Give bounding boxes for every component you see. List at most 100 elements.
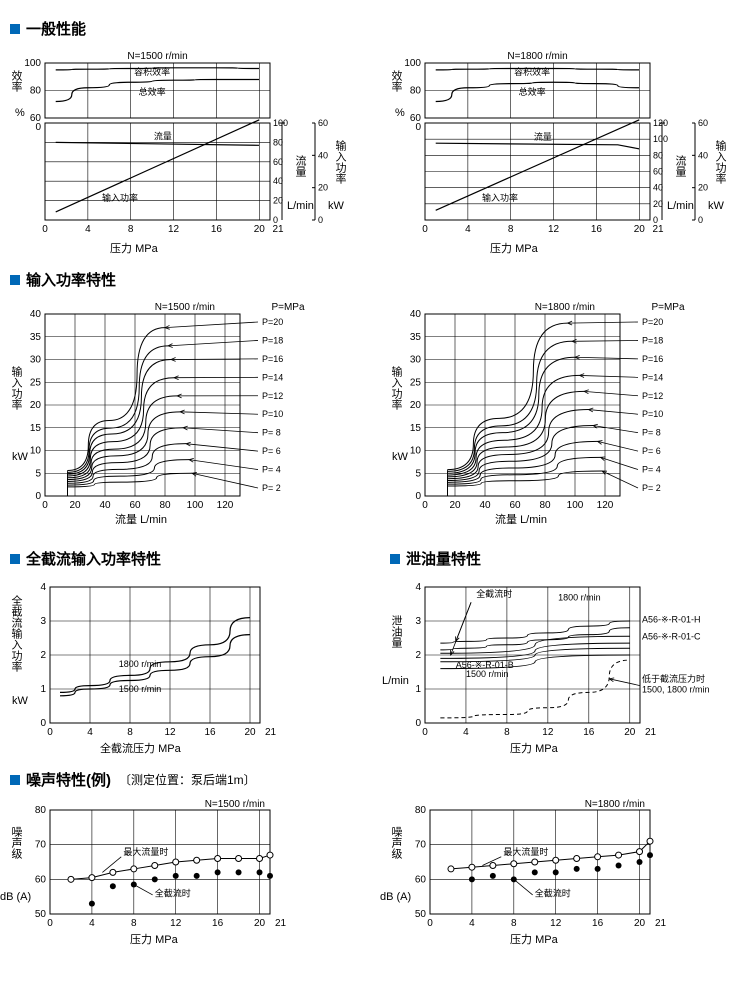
- svg-text:P=14: P=14: [642, 372, 663, 382]
- ns-x-unit-r: MPa: [535, 934, 558, 946]
- svg-text:100: 100: [567, 500, 584, 511]
- svg-text:总效率: 总效率: [139, 86, 166, 97]
- lk-y-unit: L/min: [382, 675, 409, 687]
- section-title: 输入功率特性: [26, 269, 116, 290]
- general-row: 效率 % 流量 L/min 输入功率 kW 608010000204060801…: [10, 45, 730, 255]
- svg-text:25: 25: [30, 377, 42, 388]
- svg-text:12: 12: [168, 224, 180, 235]
- svg-text:80: 80: [30, 86, 42, 97]
- svg-text:P= 4: P= 4: [262, 465, 281, 475]
- svg-text:21: 21: [652, 224, 664, 235]
- svg-text:100: 100: [187, 500, 204, 511]
- svg-text:P=18: P=18: [642, 335, 663, 345]
- svg-text:0: 0: [427, 918, 433, 929]
- svg-text:N=1500 r/min: N=1500 r/min: [127, 51, 187, 62]
- svg-text:70: 70: [415, 840, 427, 851]
- svg-text:3: 3: [40, 616, 46, 627]
- svg-text:16: 16: [211, 224, 223, 235]
- bullet-icon: [390, 554, 400, 564]
- svg-text:100: 100: [653, 134, 668, 144]
- svg-text:8: 8: [131, 918, 137, 929]
- svg-text:20: 20: [254, 918, 266, 929]
- ns-y-label: 噪声级: [8, 826, 24, 859]
- y1-label: 效率: [8, 70, 24, 92]
- svg-text:4: 4: [85, 224, 91, 235]
- svg-text:30: 30: [30, 355, 42, 366]
- svg-text:15: 15: [410, 423, 422, 434]
- svg-text:P=20: P=20: [262, 317, 283, 327]
- svg-text:全截流时: 全截流时: [535, 888, 571, 899]
- section-title: 泄油量特性: [406, 548, 481, 569]
- noise-svg-left: 5060708004812162021N=1500 r/min最大流量时全截流时: [10, 796, 350, 946]
- svg-text:60: 60: [415, 874, 427, 885]
- svg-text:5: 5: [415, 468, 421, 479]
- svg-text:2: 2: [40, 650, 46, 661]
- svg-text:60: 60: [35, 874, 47, 885]
- svg-text:35: 35: [30, 332, 42, 343]
- svg-text:低于截流压力时: 低于截流压力时: [642, 673, 705, 684]
- svg-text:P= 8: P= 8: [262, 428, 281, 438]
- noise-row: 噪声级 dB (A) 5060708004812162021N=1500 r/m…: [10, 796, 730, 946]
- svg-text:60: 60: [273, 157, 283, 167]
- fc-y-unit: kW: [12, 695, 28, 707]
- full-cutoff-chart: 全截流输入功率 kW 01234048121620211800 r/min150…: [10, 575, 350, 755]
- svg-text:P=MPa: P=MPa: [271, 302, 305, 313]
- svg-text:12: 12: [548, 224, 560, 235]
- row-34: 全截流输入功率 kW 01234048121620211800 r/min150…: [10, 575, 730, 755]
- svg-text:4: 4: [40, 582, 46, 593]
- ip-x-label: 流量: [115, 514, 137, 526]
- svg-text:4: 4: [469, 918, 475, 929]
- ns-x-unit: MPa: [155, 934, 178, 946]
- svg-text:21: 21: [265, 727, 277, 738]
- svg-text:P=16: P=16: [642, 354, 663, 364]
- ns-y-label-r: 噪声级: [388, 826, 404, 859]
- svg-text:25: 25: [410, 377, 422, 388]
- svg-text:100: 100: [404, 58, 421, 69]
- svg-text:80: 80: [653, 150, 663, 160]
- svg-text:15: 15: [30, 423, 42, 434]
- svg-text:30: 30: [410, 355, 422, 366]
- svg-text:3: 3: [415, 616, 421, 627]
- svg-text:40: 40: [30, 309, 42, 320]
- noise-chart-left: 噪声级 dB (A) 5060708004812162021N=1500 r/m…: [10, 796, 350, 946]
- ns-x-label-r: 压力: [510, 934, 532, 946]
- ns-x-label: 压力: [130, 934, 152, 946]
- svg-text:5: 5: [35, 468, 41, 479]
- svg-text:60: 60: [509, 500, 521, 511]
- svg-text:4: 4: [463, 727, 469, 738]
- svg-text:21: 21: [655, 918, 667, 929]
- bullet-icon: [10, 24, 20, 34]
- svg-text:40: 40: [318, 150, 328, 160]
- svg-text:最大流量时: 最大流量时: [123, 846, 168, 857]
- ip-x-unit: L/min: [140, 514, 167, 526]
- svg-text:P=16: P=16: [262, 354, 283, 364]
- ip-x-label-r: 流量: [495, 514, 517, 526]
- svg-text:12: 12: [550, 918, 562, 929]
- general-chart-right: 效率 % 流量 L/min 输入功率 kW 608010000204060801…: [390, 45, 730, 255]
- bullet-icon: [10, 275, 20, 285]
- leakage-chart: 泄油量 L/min 0123404812162021全截流时1800 r/min…: [390, 575, 730, 755]
- svg-text:输入功率: 输入功率: [102, 192, 138, 203]
- y2-unit: L/min: [287, 200, 314, 212]
- x-unit-r: MPa: [515, 243, 538, 255]
- svg-text:40: 40: [698, 150, 708, 160]
- y1-unit: %: [15, 107, 25, 119]
- input-power-row: 输入功率 kW 0510152025303540020406080100120N…: [10, 296, 730, 526]
- y3-unit: kW: [328, 200, 344, 212]
- lk-y-label: 泄油量: [388, 615, 404, 648]
- svg-text:10: 10: [410, 446, 422, 457]
- svg-text:40: 40: [479, 500, 491, 511]
- svg-text:0: 0: [40, 718, 46, 729]
- svg-text:N=1500 r/min: N=1500 r/min: [155, 302, 215, 313]
- bullet-icon: [10, 775, 20, 785]
- section-title: 一般性能: [26, 18, 86, 39]
- svg-text:2: 2: [415, 650, 421, 661]
- svg-text:20: 20: [318, 183, 328, 193]
- svg-text:21: 21: [275, 918, 287, 929]
- svg-text:P= 6: P= 6: [262, 446, 281, 456]
- svg-text:60: 60: [318, 118, 328, 128]
- svg-text:4: 4: [465, 224, 471, 235]
- section-general-header: 一般性能: [10, 18, 730, 39]
- section-note: 〔测定位置：泵后端1m〕: [119, 771, 256, 788]
- svg-text:4: 4: [415, 582, 421, 593]
